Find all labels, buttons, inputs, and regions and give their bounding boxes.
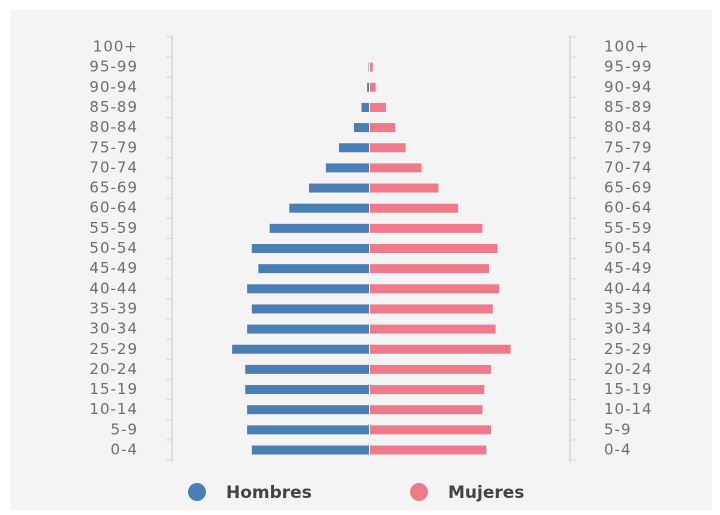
bar bbox=[367, 82, 369, 92]
y-tick-label: 65-69 bbox=[604, 179, 653, 197]
legend-label: Hombres bbox=[226, 483, 312, 503]
legend-marker bbox=[410, 483, 428, 501]
y-tick-label: 5-9 bbox=[111, 420, 139, 438]
y-tick-label: 35-39 bbox=[604, 299, 653, 317]
bar bbox=[247, 284, 369, 294]
y-tick-label: 20-24 bbox=[604, 360, 653, 378]
y-tick-label: 75-79 bbox=[604, 138, 653, 156]
bar bbox=[247, 324, 369, 334]
y-tick-label: 50-54 bbox=[89, 239, 138, 257]
y-tick-label: 65-69 bbox=[89, 179, 138, 197]
bar bbox=[309, 183, 369, 193]
bar bbox=[370, 62, 373, 72]
bar bbox=[370, 123, 396, 133]
bar bbox=[251, 304, 369, 314]
y-tick-label: 40-44 bbox=[89, 279, 138, 297]
bar bbox=[269, 223, 369, 233]
bar bbox=[370, 244, 498, 253]
y-tick-label: 80-84 bbox=[89, 118, 138, 136]
legend-label: Mujeres bbox=[448, 483, 524, 503]
bar bbox=[251, 445, 369, 455]
bar bbox=[361, 102, 369, 112]
y-tick-label: 80-84 bbox=[604, 118, 653, 136]
y-tick-label: 70-74 bbox=[89, 158, 138, 176]
y-tick-label: 30-34 bbox=[604, 320, 653, 338]
legend-marker bbox=[188, 483, 206, 501]
y-tick-label: 25-29 bbox=[604, 340, 653, 358]
bar bbox=[370, 102, 386, 112]
y-tick-label: 45-49 bbox=[604, 259, 653, 277]
y-tick-label: 25-29 bbox=[89, 340, 138, 358]
bar bbox=[289, 203, 369, 213]
bar bbox=[370, 82, 376, 92]
y-tick-label: 30-34 bbox=[89, 320, 138, 338]
bar bbox=[370, 203, 459, 213]
y-tick-label: 15-19 bbox=[89, 380, 138, 398]
y-tick-label: 50-54 bbox=[604, 239, 653, 257]
bar bbox=[247, 405, 369, 415]
bar bbox=[247, 425, 369, 435]
y-tick-label: 90-94 bbox=[604, 78, 653, 96]
bar bbox=[370, 425, 491, 435]
bar bbox=[245, 364, 369, 374]
y-tick-label: 60-64 bbox=[604, 199, 653, 217]
bar bbox=[370, 183, 439, 193]
bar bbox=[370, 445, 487, 455]
y-tick-label: 75-79 bbox=[89, 138, 138, 156]
bar bbox=[370, 324, 496, 334]
bar bbox=[370, 163, 422, 173]
y-tick-label: 45-49 bbox=[89, 259, 138, 277]
y-tick-label: 55-59 bbox=[604, 219, 653, 237]
y-tick-label: 85-89 bbox=[89, 98, 138, 116]
bar bbox=[370, 344, 511, 354]
y-tick-label: 15-19 bbox=[604, 380, 653, 398]
y-tick-label: 10-14 bbox=[89, 400, 138, 418]
bar bbox=[370, 223, 483, 233]
bar bbox=[370, 143, 406, 153]
y-tick-label: 5-9 bbox=[604, 420, 632, 438]
y-tick-label: 55-59 bbox=[89, 219, 138, 237]
y-tick-label: 0-4 bbox=[111, 441, 139, 459]
y-tick-label: 0-4 bbox=[604, 441, 632, 459]
y-tick-label: 100+ bbox=[93, 38, 138, 56]
y-tick-label: 100+ bbox=[604, 38, 649, 56]
y-tick-label: 85-89 bbox=[604, 98, 653, 116]
y-tick-label: 70-74 bbox=[604, 158, 653, 176]
bar bbox=[370, 264, 490, 274]
bar bbox=[339, 143, 369, 153]
y-tick-label: 10-14 bbox=[604, 400, 653, 418]
y-tick-label: 40-44 bbox=[604, 279, 653, 297]
bar bbox=[232, 344, 369, 354]
bar bbox=[370, 364, 491, 374]
y-tick-label: 95-99 bbox=[89, 58, 138, 76]
bar bbox=[370, 304, 493, 314]
bar bbox=[354, 123, 369, 133]
bar bbox=[370, 385, 485, 395]
bar bbox=[370, 284, 500, 294]
bar bbox=[251, 244, 369, 253]
bar bbox=[245, 385, 369, 395]
y-tick-label: 95-99 bbox=[604, 58, 653, 76]
y-tick-label: 60-64 bbox=[89, 199, 138, 217]
bar bbox=[370, 405, 483, 415]
y-tick-label: 20-24 bbox=[89, 360, 138, 378]
bar bbox=[258, 264, 369, 274]
y-tick-label: 35-39 bbox=[89, 299, 138, 317]
y-tick-label: 90-94 bbox=[89, 78, 138, 96]
bar bbox=[325, 163, 369, 173]
